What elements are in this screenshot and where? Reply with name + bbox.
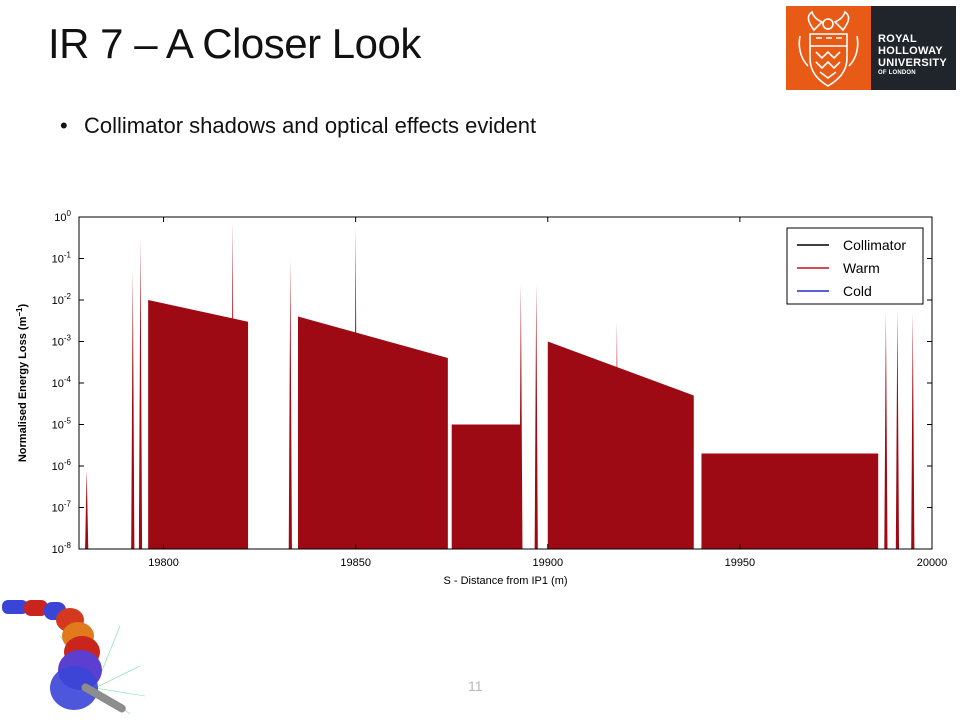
y-tick-label-5: 10-5: [52, 417, 72, 432]
loss-peak-9: [884, 312, 888, 549]
x-tick-label-0: 19800: [148, 557, 179, 569]
beamline-3d-illustration: [2, 600, 146, 715]
page-number: 11: [468, 678, 483, 694]
y-tick-label-2: 10-2: [52, 292, 72, 307]
loss-peak-3: [231, 221, 235, 549]
y-axis-label: Normalised Energy Loss (m−1): [15, 304, 29, 463]
warm-loss-segment-3: [547, 341, 694, 549]
loss-peak-10: [895, 309, 900, 549]
bullet-item: • Collimator shadows and optical effects …: [60, 113, 536, 139]
loss-peak-6: [519, 283, 523, 549]
x-axis-label: S - Distance from IP1 (m): [443, 575, 567, 587]
warm-loss-segment-1: [298, 316, 448, 549]
logo-line-holloway: HOLLOWAY: [878, 45, 943, 57]
y-tick-label-4: 10-4: [52, 375, 72, 390]
loss-peak-5: [354, 226, 358, 549]
loss-peak-4: [288, 258, 292, 549]
bullet-dot-icon: •: [60, 113, 68, 138]
y-tick-label-7: 10-7: [52, 500, 72, 515]
y-tick-label-3: 10-3: [52, 334, 72, 349]
loss-peak-0: [85, 470, 89, 549]
loss-peak-8: [615, 321, 619, 549]
y-tick-label-8: 10-8: [52, 541, 72, 556]
legend-label-0: Collimator: [843, 237, 906, 253]
loss-peak-1: [131, 270, 135, 549]
logo-line-royal: ROYAL: [878, 33, 917, 45]
energy-loss-chart: 100 10-1 10-2 10-3 10-4 10-5 10-6 10-7 10-8 19800…: [15, 209, 948, 587]
loss-peak-11: [911, 312, 915, 549]
warm-loss-segment-4: [701, 453, 879, 549]
slide-title: IR 7 – A Closer Look: [48, 20, 421, 67]
warm-loss-segment-2: [451, 424, 521, 549]
x-tick-label-1: 19850: [340, 557, 371, 569]
legend-label-1: Warm: [843, 260, 880, 276]
x-tick-label-3: 19950: [725, 557, 756, 569]
university-logo: ROYAL HOLLOWAY UNIVERSITY OF LONDON: [786, 6, 956, 90]
x-tick-label-4: 20000: [917, 557, 948, 569]
logo-line-london: OF LONDON: [878, 70, 916, 76]
warm-loss-segment-0: [148, 300, 249, 549]
y-tick-label-6: 10-6: [52, 458, 72, 473]
logo-line-university: UNIVERSITY: [878, 57, 948, 69]
bullet-text: Collimator shadows and optical effects e…: [84, 113, 537, 138]
x-tick-label-2: 19900: [532, 557, 563, 569]
loss-peak-2: [138, 238, 143, 549]
legend-label-2: Cold: [843, 283, 872, 299]
crest-icon: [786, 6, 871, 90]
university-name: ROYAL HOLLOWAY UNIVERSITY OF LONDON: [871, 6, 956, 90]
loss-peak-7: [534, 283, 538, 549]
y-tick-label-1: 10-1: [52, 251, 72, 266]
y-tick-label-0: 100: [54, 209, 71, 224]
